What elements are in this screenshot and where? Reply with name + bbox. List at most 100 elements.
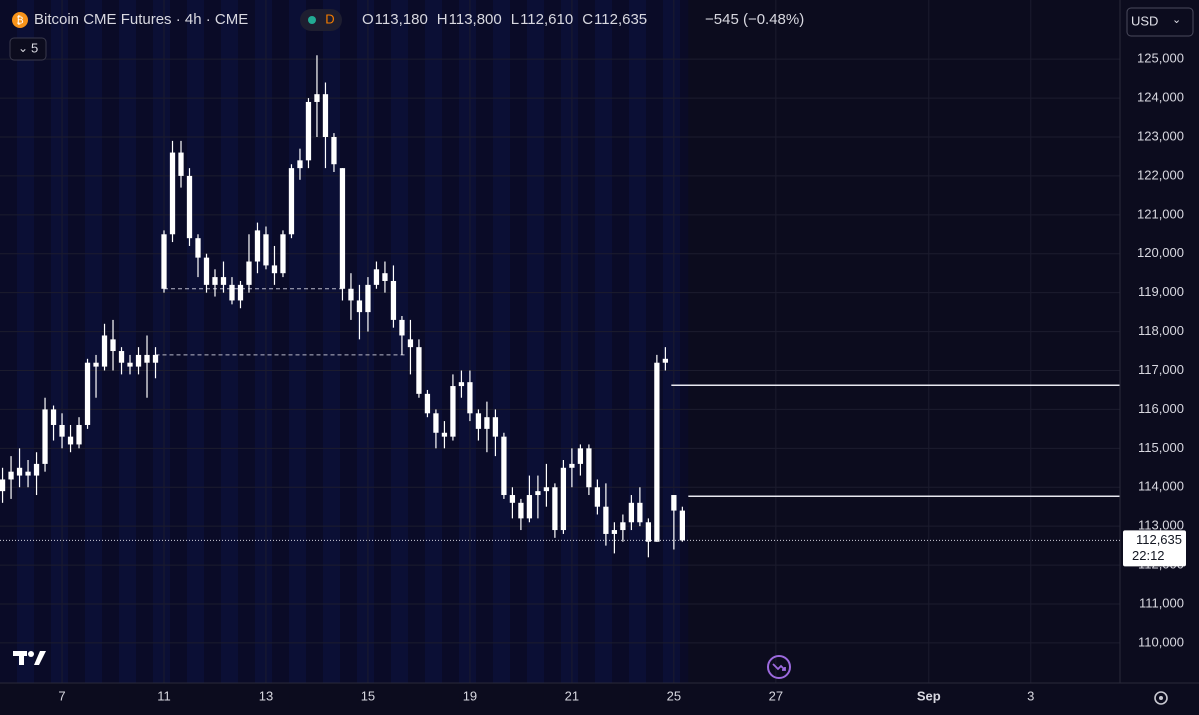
- session-band: [136, 0, 153, 683]
- x-tick-label: 13: [259, 688, 273, 703]
- candle-body: [93, 362, 99, 367]
- y-tick-label: 120,000: [1137, 245, 1184, 260]
- session-band: [34, 0, 51, 683]
- candle-body: [152, 354, 159, 363]
- ohlc-value: 113,800: [449, 11, 502, 28]
- candle-body: [263, 234, 269, 266]
- candle-body: [0, 479, 6, 492]
- candle-body: [186, 175, 193, 239]
- y-tick-label: 114,000: [1138, 479, 1184, 494]
- candle-body: [373, 269, 380, 285]
- session-band: [680, 0, 689, 683]
- ohlc-key: C: [582, 11, 593, 28]
- candle-body: [450, 386, 456, 437]
- session-band: [204, 0, 221, 683]
- candle-body: [144, 354, 150, 363]
- session-band: [119, 0, 136, 683]
- countdown: 22:12: [1132, 548, 1165, 563]
- candle-body: [628, 502, 635, 523]
- candle-body: [280, 234, 286, 274]
- status-dot: [308, 16, 316, 24]
- session-band: [578, 0, 595, 683]
- badge-bg: [300, 9, 342, 31]
- ohlc-value: 113,180: [375, 11, 428, 28]
- candle-body: [552, 487, 558, 531]
- ohlc-key: L: [511, 11, 519, 28]
- x-tick-label: 19: [463, 688, 477, 703]
- candle-body: [611, 530, 618, 534]
- session-band: [595, 0, 612, 683]
- candle-body: [654, 362, 660, 542]
- events-glyph: [772, 663, 786, 671]
- candle-body: [254, 230, 261, 262]
- candle-body: [407, 339, 414, 348]
- y-tick-label: 115,000: [1138, 440, 1184, 455]
- candle-body: [297, 160, 303, 169]
- candle-body: [135, 354, 142, 367]
- candle-body: [560, 467, 567, 531]
- session-band: [459, 0, 476, 683]
- session-band: [289, 0, 306, 683]
- candle-body: [433, 413, 439, 433]
- candle-body: [645, 522, 652, 542]
- y-tick-label: 121,000: [1137, 206, 1184, 221]
- candle-body: [195, 238, 201, 258]
- candle-body: [662, 358, 669, 363]
- candle-body: [314, 94, 320, 102]
- candle-body: [322, 94, 329, 137]
- candle-body: [67, 436, 74, 445]
- y-tick-label: 124,000: [1137, 90, 1184, 105]
- candle-body: [492, 417, 499, 437]
- session-band: [476, 0, 493, 683]
- candle-body: [356, 300, 363, 313]
- candle-body: [637, 502, 643, 523]
- indicator-toggle[interactable]: [9, 37, 47, 61]
- x-tick-label: Sep: [917, 688, 941, 703]
- candle-body: [229, 284, 235, 301]
- candle-body: [458, 382, 465, 387]
- candle-body: [16, 467, 23, 476]
- session-band: [561, 0, 578, 683]
- candle-body: [331, 136, 337, 165]
- candle-body: [467, 382, 473, 414]
- candle-body: [509, 495, 516, 503]
- candle-body: [543, 487, 550, 492]
- settings-dot: [1159, 696, 1163, 700]
- session-band: [85, 0, 102, 683]
- candle-body: [671, 495, 677, 511]
- candle-body: [33, 463, 40, 476]
- candle-body: [178, 152, 184, 176]
- settings-icon[interactable]: [1154, 691, 1168, 705]
- tv-logo: [13, 651, 46, 665]
- session-band: [357, 0, 374, 683]
- dropdown-arrow: ⌄: [1172, 14, 1181, 26]
- coin-icon: [12, 12, 28, 28]
- events-icon[interactable]: [767, 655, 791, 679]
- change: −545 (−0.48%): [705, 11, 804, 28]
- currency-button[interactable]: [1126, 7, 1194, 37]
- session-band: [0, 0, 17, 683]
- candle-body: [50, 409, 57, 425]
- candle-body: [237, 284, 244, 301]
- candle-body: [416, 347, 422, 394]
- y-tick-label: 111,000: [1139, 595, 1184, 610]
- candle-body: [220, 277, 227, 285]
- x-tick-label: 21: [565, 688, 579, 703]
- candle-body: [127, 362, 133, 367]
- session-band: [170, 0, 187, 683]
- candle-body: [305, 101, 312, 161]
- session-band: [340, 0, 357, 683]
- session-band: [646, 0, 663, 683]
- session-band: [68, 0, 85, 683]
- session-band: [306, 0, 323, 683]
- session-band: [663, 0, 680, 683]
- last-price-label: 112,635: [1136, 532, 1182, 547]
- candle-body: [246, 261, 252, 285]
- session-band: [187, 0, 204, 683]
- indicator-count: 5: [31, 40, 38, 55]
- candle-body: [382, 273, 388, 281]
- x-tick-label: 15: [361, 688, 375, 703]
- candle-body: [42, 409, 48, 464]
- candle-body: [169, 152, 176, 235]
